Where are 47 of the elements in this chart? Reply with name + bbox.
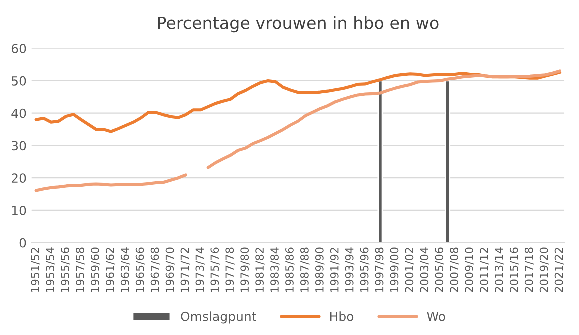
x-tick-label: 1963/64 <box>120 248 130 292</box>
legend-label: Wo <box>427 312 446 322</box>
x-tick-label: 2021/22 <box>554 248 564 292</box>
x-tick-label: 1989/90 <box>315 248 325 292</box>
x-tick-label: 2017/18 <box>524 248 534 292</box>
x-tick-label: 1997/98 <box>375 248 385 292</box>
x-tick-label: 2005/06 <box>435 248 444 292</box>
x-tick-label: 1973/74 <box>196 248 206 292</box>
y-tick-label: 60 <box>12 44 26 54</box>
x-tick-label: 1961/62 <box>106 248 116 292</box>
x-tick-label: 1987/88 <box>300 248 310 292</box>
chart-title: Percentage vrouwen in hbo en wo <box>158 16 439 33</box>
x-tick-label: 2007/08 <box>450 248 460 292</box>
x-tick-label: 1993/94 <box>345 248 355 292</box>
x-tick-label: 1965/66 <box>136 248 146 292</box>
y-tick-label: 30 <box>12 141 26 151</box>
x-tick-label: 2019/20 <box>540 248 550 292</box>
x-tick-label: 1953/54 <box>46 248 56 292</box>
x-tick-label: 1991/92 <box>330 248 340 292</box>
x-tick-label: 2001/02 <box>405 248 415 292</box>
x-tick-label: 1995/96 <box>360 248 370 292</box>
x-tick-label: 1979/80 <box>240 248 250 292</box>
y-tick-label: 40 <box>12 108 26 118</box>
y-tick-label: 0 <box>20 238 26 248</box>
x-tick-label: 1959/60 <box>91 248 100 292</box>
x-tick-label: 1985/86 <box>286 248 295 292</box>
x-tick-label: 2011/12 <box>480 248 490 292</box>
x-tick-label: 1951/52 <box>31 248 40 292</box>
y-tick-label: 10 <box>12 206 26 216</box>
x-tick-label: 2015/16 <box>510 248 520 292</box>
x-tick-label: 2013/14 <box>495 248 504 292</box>
x-tick-label: 1975/76 <box>210 248 220 292</box>
x-tick-label: 1981/82 <box>256 248 265 292</box>
x-tick-label: 2003/04 <box>420 248 430 292</box>
x-tick-label: 1983/84 <box>270 248 280 292</box>
x-tick-label: 2009/10 <box>465 248 474 292</box>
x-tick-label: 1977/78 <box>226 248 235 292</box>
x-tick-label: 1971/72 <box>180 248 190 292</box>
y-tick-label: 20 <box>12 174 26 184</box>
x-tick-label: 1967/68 <box>150 248 160 292</box>
x-tick-label: 1999/00 <box>390 248 400 292</box>
x-tick-label: 1969/70 <box>166 248 176 292</box>
x-tick-label: 1955/56 <box>61 248 70 292</box>
x-tick-label: 1957/58 <box>76 248 86 292</box>
y-tick-label: 50 <box>12 76 26 86</box>
legend-label: Hbo <box>330 312 354 322</box>
legend-label: Omslagpunt <box>181 312 256 324</box>
